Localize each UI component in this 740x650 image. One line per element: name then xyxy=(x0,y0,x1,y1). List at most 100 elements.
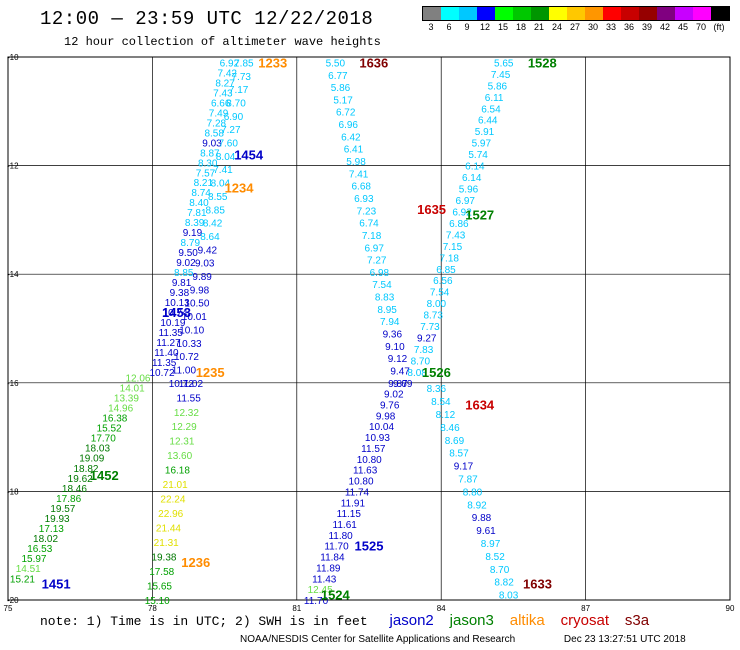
x-tick-label: 78 xyxy=(148,604,157,613)
swh-value: 10.50 xyxy=(184,299,209,310)
swh-value: 15.97 xyxy=(21,554,46,565)
swh-value: 8.83 xyxy=(375,293,395,304)
swh-value: 8.36 xyxy=(427,384,447,395)
swh-value: 7.27 xyxy=(221,125,241,136)
swh-value: 8.74 xyxy=(191,188,211,199)
swh-value: 9.36 xyxy=(383,330,403,341)
swh-value: 8.82 xyxy=(494,578,514,589)
swh-value: 7.15 xyxy=(443,242,463,253)
swh-value: 9.89 xyxy=(192,272,212,283)
color-swatch xyxy=(621,7,639,20)
swh-value: 14.51 xyxy=(16,564,41,575)
swh-value: 6.72 xyxy=(336,108,356,119)
swh-value: 17.70 xyxy=(91,434,116,445)
swh-value: 10.72 xyxy=(169,379,194,390)
swh-value: 8.04 xyxy=(211,179,231,190)
swh-value: 9.98 xyxy=(376,411,396,422)
swh-value: 12.45 xyxy=(308,585,333,596)
swh-value: 10.33 xyxy=(177,339,202,350)
swh-value: 6.93 xyxy=(354,194,374,205)
swh-value: 12.32 xyxy=(174,408,199,419)
legend-jason2: jason2 xyxy=(389,612,434,629)
swh-value: 18.82 xyxy=(73,464,98,475)
swh-value: 9.38 xyxy=(170,288,190,299)
swh-value: 7.28 xyxy=(207,118,227,129)
color-bar-label: 21 xyxy=(533,22,545,32)
swh-value: 8.58 xyxy=(204,128,224,139)
x-tick-label: 75 xyxy=(4,604,13,613)
swh-value: 9.61 xyxy=(476,526,496,537)
swh-value: 11.61 xyxy=(333,520,358,531)
chart-title: 12:00 — 23:59 UTC 12/22/2018 xyxy=(40,8,374,30)
swh-value: 6.86 xyxy=(449,219,469,230)
swh-value: 6.97 xyxy=(456,196,476,207)
swh-value: 11.02 xyxy=(179,379,204,390)
swh-value: 6.98 xyxy=(370,268,390,279)
swh-value: 6.74 xyxy=(359,219,379,230)
swh-value: 10.74 xyxy=(163,308,188,319)
swh-value: 10.72 xyxy=(174,352,199,363)
color-swatch xyxy=(549,7,567,20)
swh-value: 6.66 xyxy=(211,98,231,109)
color-swatch xyxy=(585,7,603,20)
swh-value: 7.73 xyxy=(232,72,252,83)
swh-value: 7.49 xyxy=(209,108,229,119)
swh-value: 8.85 xyxy=(174,268,194,279)
color-bar-label: (ft) xyxy=(713,22,725,32)
swh-value: 5.86 xyxy=(488,81,508,92)
pass-label: 1634 xyxy=(465,398,495,413)
y-tick-label: -20 xyxy=(7,596,19,605)
swh-value: 6.14 xyxy=(462,173,482,184)
color-bar-label: 33 xyxy=(605,22,617,32)
swh-value: 11.91 xyxy=(341,498,366,509)
color-swatch xyxy=(603,7,621,20)
swh-value: 11.27 xyxy=(156,338,181,349)
swh-value: 11.63 xyxy=(353,466,378,477)
swh-value: 16.38 xyxy=(102,414,127,425)
color-swatch xyxy=(513,7,531,20)
swh-value: 11.74 xyxy=(345,487,370,498)
swh-value: 6.44 xyxy=(478,116,498,127)
pass-label: 1528 xyxy=(528,55,557,70)
swh-value: 10.93 xyxy=(365,433,390,444)
swh-value: 15.21 xyxy=(10,574,35,585)
swh-value: 16.18 xyxy=(165,466,190,477)
x-tick-label: 84 xyxy=(437,604,446,613)
color-bar-label: 3 xyxy=(428,22,434,32)
swh-value: 9.76 xyxy=(380,401,400,412)
y-tick-label: -12 xyxy=(7,162,19,171)
swh-value: 7.57 xyxy=(196,168,216,179)
color-bar-label: 36 xyxy=(623,22,635,32)
swh-value: 8.79 xyxy=(181,238,201,249)
swh-value: 13.60 xyxy=(167,451,192,462)
swh-value: 7.41 xyxy=(213,165,233,176)
swh-value: 9.02 xyxy=(176,258,196,269)
color-swatch xyxy=(657,7,675,20)
swh-value: 11.70 xyxy=(304,596,329,607)
swh-value: 19.57 xyxy=(50,504,75,515)
color-swatch xyxy=(675,7,693,20)
legend-s3a: s3a xyxy=(624,612,650,629)
swh-value: 8.03 xyxy=(499,591,519,602)
color-swatch xyxy=(567,7,585,20)
swh-value: 6.68 xyxy=(351,182,371,193)
swh-value: 5.74 xyxy=(468,150,488,161)
color-bar xyxy=(422,6,730,21)
swh-value: 9.50 xyxy=(178,248,198,259)
color-bar-label: 18 xyxy=(515,22,527,32)
swh-value: 8.55 xyxy=(208,192,228,203)
swh-value: 5.86 xyxy=(331,83,351,94)
swh-value: 6.92 xyxy=(220,58,240,69)
swh-value: 10.80 xyxy=(357,455,382,466)
color-bar-label: 9 xyxy=(464,22,470,32)
footer: NOAA/NESDIS Center for Satellite Applica… xyxy=(240,634,686,645)
swh-value: 8.27 xyxy=(215,78,235,89)
swh-value: 6.77 xyxy=(328,71,348,82)
swh-value: 11.57 xyxy=(361,444,386,455)
swh-value: 9.88 xyxy=(472,513,492,524)
color-swatch xyxy=(441,7,459,20)
color-bar-label: 6 xyxy=(446,22,452,32)
swh-value: 8.69 xyxy=(445,436,465,447)
swh-value: 11.55 xyxy=(177,393,202,404)
y-tick-label: -16 xyxy=(7,379,19,388)
